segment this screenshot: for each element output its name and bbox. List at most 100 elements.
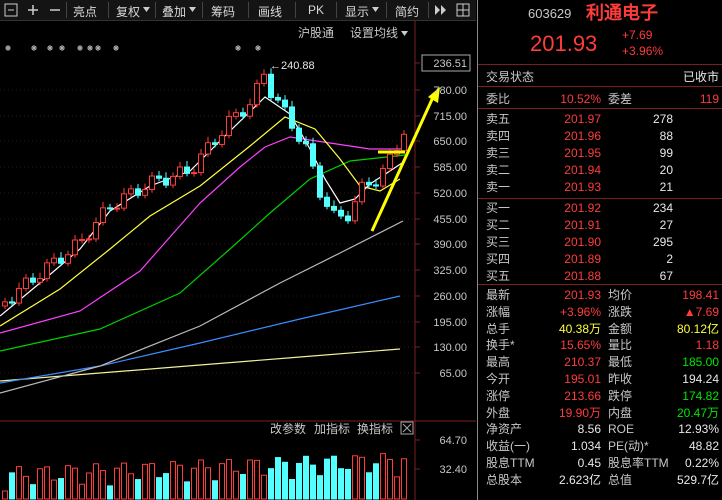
price-axis-label: 325.00 [433, 265, 467, 277]
candle-body [93, 222, 99, 240]
candle-body [9, 301, 15, 304]
close-icon[interactable] [400, 421, 414, 435]
volume-bar [16, 466, 22, 500]
toolbar-button[interactable]: 画线 [258, 5, 283, 19]
dropdown-arrow [143, 7, 150, 12]
event-marker [77, 45, 83, 51]
stat-value: 529.7亿 [676, 472, 719, 487]
kline-chart: ←240.88 沪股通 设置均线 改参数 加指标 换指标 236.51 780.0… [0, 21, 476, 500]
candle-body [72, 239, 78, 256]
volume-bar [44, 466, 50, 500]
toolbar-button[interactable]: 亮点 [73, 5, 98, 19]
candle-body [226, 115, 232, 137]
stat-label: 总股本 [486, 472, 523, 487]
stat-label: 股息TTM [486, 456, 535, 470]
toolbar-button[interactable]: 简约 [395, 5, 420, 19]
candle-body [135, 188, 141, 196]
candle-body [51, 257, 57, 264]
volume-bar [324, 458, 330, 500]
stat-label: 外盘 [486, 405, 511, 420]
candle-body [37, 278, 43, 283]
candle-body [387, 153, 393, 170]
volume-bar [30, 484, 36, 500]
toolbar-button[interactable]: PK [308, 3, 325, 17]
toolbar-button[interactable]: 叠加 [162, 5, 187, 19]
candle-body [289, 106, 295, 129]
layout-icon[interactable] [456, 3, 470, 17]
price-axis-label: 236.51 [433, 58, 467, 70]
volume-bar [121, 462, 127, 500]
stat-label: 最高 [486, 355, 511, 370]
dropdown-arrow [372, 7, 379, 12]
volume-bar [352, 455, 358, 500]
diff-value: 119 [699, 92, 719, 106]
candle-body [345, 215, 351, 222]
toolbar-button[interactable]: 筹码 [211, 5, 236, 19]
indicator-tab[interactable]: 换指标 [357, 421, 393, 436]
volume-bar [72, 467, 78, 500]
candle-body [254, 82, 260, 106]
ratio-value: 10.52% [560, 92, 601, 106]
book-label: 卖三 [486, 146, 511, 160]
dropdown-arrow [401, 31, 408, 36]
volume-bar [275, 457, 281, 500]
volume-bar [149, 463, 155, 500]
volume-bar [331, 455, 337, 500]
stat-label: 总手 [486, 321, 511, 336]
book-volume: 234 [652, 201, 673, 215]
menu-icon[interactable] [4, 3, 18, 17]
book-price: 201.92 [564, 201, 601, 215]
volume-bar [212, 480, 218, 500]
stat-label: 涨幅 [486, 304, 511, 319]
book-volume: 295 [652, 235, 673, 249]
volume-bar [86, 472, 92, 500]
price-axis-label: 65.00 [439, 368, 467, 380]
candle-body [2, 301, 8, 307]
stat-label: 收益(一) [486, 439, 530, 454]
candle-body [247, 104, 253, 117]
chart-tab[interactable]: 设置均线 [350, 26, 398, 40]
stat-value: 12.93% [678, 422, 719, 437]
stat-value: 195.01 [564, 372, 601, 386]
event-marker [255, 45, 261, 51]
indicator-tab[interactable]: 加指标 [314, 421, 350, 436]
volume-bar [184, 481, 190, 500]
stat-label: 昨收 [608, 372, 633, 386]
ratio-label: 委比 [486, 92, 511, 106]
book-label: 买三 [486, 235, 511, 249]
book-price: 201.90 [564, 235, 601, 249]
event-marker [5, 45, 11, 51]
volume-bar [100, 470, 106, 500]
stat-value: 15.65% [560, 338, 601, 353]
price-axis-label: 390.00 [433, 239, 467, 251]
book-volume: 99 [659, 146, 673, 160]
candle-body [149, 175, 155, 191]
book-label: 卖一 [486, 180, 511, 194]
stat-value: 2.623亿 [558, 472, 601, 487]
stat-value: 19.90万 [558, 405, 601, 420]
event-marker [87, 45, 93, 51]
zoom-out[interactable] [48, 3, 62, 17]
volume-bar [198, 459, 204, 500]
toolbar-button[interactable]: 显示 [345, 5, 370, 19]
candle-body [107, 207, 113, 210]
candle-body [205, 142, 211, 155]
price-axis-label: 455.00 [433, 214, 467, 226]
last-price: 201.93 [530, 31, 598, 56]
volume-bar [401, 458, 407, 500]
candle-body [310, 143, 316, 167]
toolbar-button[interactable]: 复权 [116, 5, 141, 19]
candle-body [261, 73, 267, 84]
volume-bar [345, 468, 351, 500]
stat-label: 最新 [486, 288, 511, 302]
chart-tab[interactable]: 沪股通 [298, 26, 334, 40]
zoom-in[interactable] [26, 3, 40, 17]
candle-body [317, 165, 323, 198]
volume-bar [114, 467, 120, 500]
volume-bar [338, 468, 344, 500]
book-volume: 27 [659, 218, 673, 232]
indicator-tab[interactable]: 改参数 [270, 421, 306, 436]
expand-icon[interactable] [434, 4, 448, 16]
book-volume: 2 [666, 252, 673, 266]
